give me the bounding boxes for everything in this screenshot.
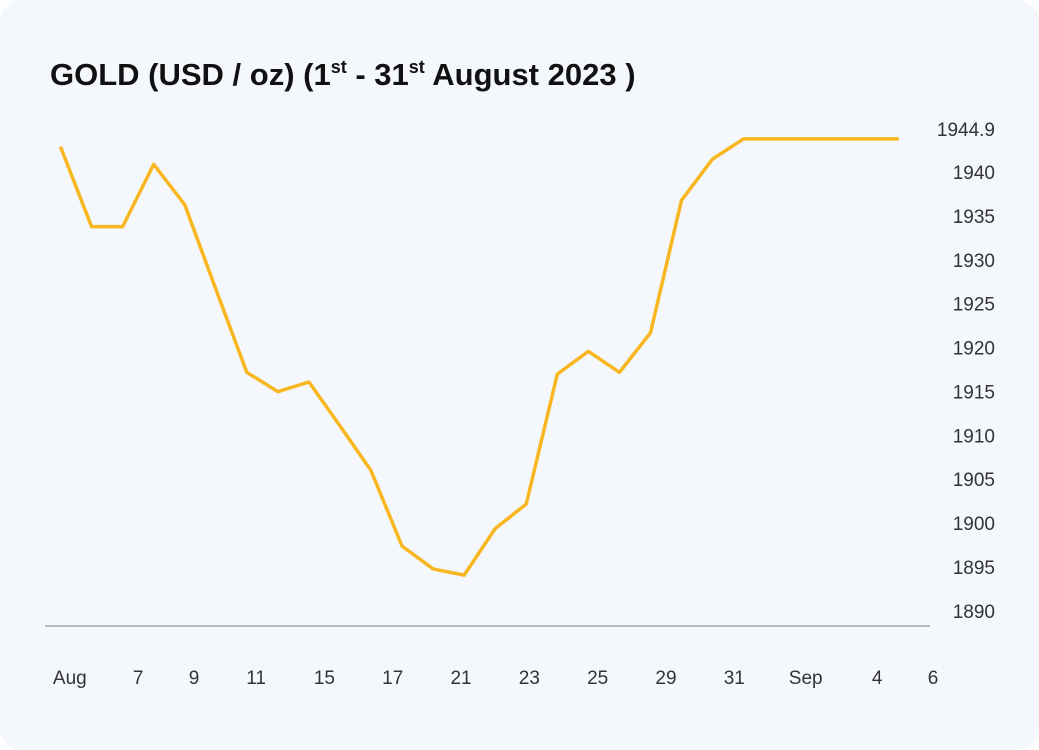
title-sup: st (409, 57, 425, 77)
chart-title: GOLD (USD / oz) (1st - 31st August 2023 … (50, 57, 636, 92)
y-tick-label: 1940 (953, 163, 995, 184)
price-line (58, 137, 899, 577)
y-tick-label: 1910 (953, 426, 995, 447)
y-tick-label: 1930 (953, 251, 995, 272)
x-tick-label: Sep (789, 668, 823, 689)
x-tick-label: 23 (519, 668, 540, 689)
y-tick-label: 1915 (953, 382, 995, 403)
y-tick-label: 1935 (953, 207, 995, 228)
x-tick-label: 11 (246, 668, 266, 689)
x-tick-label: 9 (189, 668, 200, 689)
y-tick-label: 1890 (953, 602, 995, 623)
title-part: August 2023 ) (425, 57, 636, 92)
x-tick-label: 4 (872, 668, 883, 689)
x-tick-label: 21 (450, 668, 471, 689)
x-tick-label: 7 (133, 668, 144, 689)
x-tick-label: 31 (724, 668, 745, 689)
y-tick-label: 1895 (953, 558, 995, 579)
x-tick-label: 25 (587, 668, 608, 689)
y-tick-label: 1900 (953, 514, 995, 535)
y-tick-label: 1920 (953, 339, 995, 360)
y-tick-label: 1944.9 (937, 120, 995, 141)
y-tick-label: 1925 (953, 295, 995, 316)
title-sup: st (331, 57, 347, 77)
x-tick-label: 15 (314, 668, 335, 689)
title-part: - 31 (347, 57, 409, 92)
y-tick-label: 1905 (953, 470, 995, 491)
x-tick-label: Aug (53, 668, 87, 689)
title-part: GOLD (USD / oz) (1 (50, 57, 331, 92)
x-tick-label: 6 (928, 668, 939, 689)
x-tick-label: 29 (655, 668, 676, 689)
x-tick-label: 17 (382, 668, 403, 689)
